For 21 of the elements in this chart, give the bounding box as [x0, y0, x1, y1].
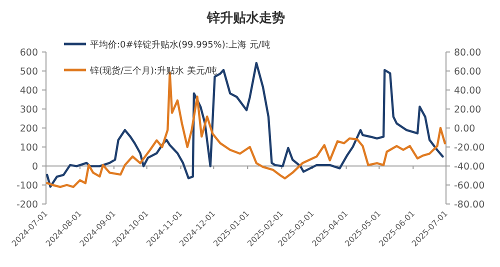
y2-tick-label: -60.00 — [454, 180, 485, 192]
y-tick-label: -100 — [16, 180, 38, 192]
y2-tick-label: -80.00 — [454, 200, 485, 210]
y2-tick-label: 40.00 — [454, 86, 482, 96]
y2-tick-label: 60.00 — [454, 66, 482, 78]
legend-label: 锌(现货/三个月):升贴水 美元/吨 — [89, 66, 217, 76]
y2-tick-label: 0.00 — [454, 124, 476, 134]
y-tick-label: 200 — [20, 124, 38, 134]
y-tick-label: 600 — [20, 48, 38, 58]
y2-tick-label: 20.00 — [454, 104, 482, 116]
y-tick-label: 400 — [20, 86, 38, 96]
chart-title: 锌升贴水走势 — [206, 10, 285, 26]
y-tick-label: 100 — [20, 142, 38, 154]
y-tick-label: -200 — [16, 200, 38, 210]
y-tick-label: 300 — [20, 104, 38, 116]
y2-tick-label: -40.00 — [454, 162, 485, 172]
y-tick-label: 500 — [20, 66, 38, 78]
y2-tick-label: 80.00 — [454, 48, 482, 58]
legend-label: 平均价:0#锌锭升贴水(99.995%):上海 元/吨 — [90, 40, 270, 50]
y2-tick-label: -20.00 — [454, 142, 485, 154]
y-tick-label: 0 — [32, 162, 38, 172]
